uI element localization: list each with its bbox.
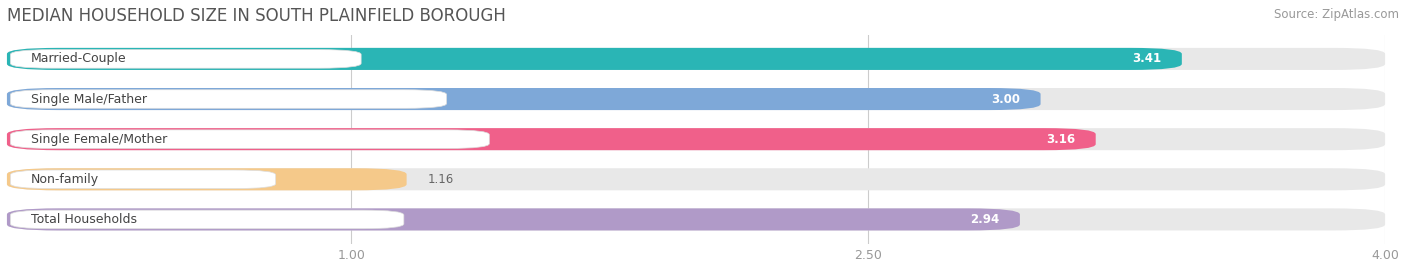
FancyBboxPatch shape xyxy=(7,88,1040,110)
FancyBboxPatch shape xyxy=(10,130,489,148)
FancyBboxPatch shape xyxy=(7,128,1095,150)
FancyBboxPatch shape xyxy=(10,210,404,229)
Text: 1.16: 1.16 xyxy=(427,173,454,186)
Text: Non-family: Non-family xyxy=(31,173,100,186)
Text: 3.16: 3.16 xyxy=(1046,133,1076,146)
Text: Single Male/Father: Single Male/Father xyxy=(31,93,148,105)
FancyBboxPatch shape xyxy=(7,48,1385,70)
FancyBboxPatch shape xyxy=(7,168,406,190)
FancyBboxPatch shape xyxy=(10,90,447,108)
FancyBboxPatch shape xyxy=(7,48,1182,70)
FancyBboxPatch shape xyxy=(7,168,1385,190)
Text: 3.00: 3.00 xyxy=(991,93,1019,105)
Text: MEDIAN HOUSEHOLD SIZE IN SOUTH PLAINFIELD BOROUGH: MEDIAN HOUSEHOLD SIZE IN SOUTH PLAINFIEL… xyxy=(7,7,506,25)
Text: Source: ZipAtlas.com: Source: ZipAtlas.com xyxy=(1274,8,1399,21)
Text: 3.41: 3.41 xyxy=(1132,52,1161,65)
Text: Married-Couple: Married-Couple xyxy=(31,52,127,65)
FancyBboxPatch shape xyxy=(7,88,1385,110)
FancyBboxPatch shape xyxy=(10,50,361,68)
Text: 2.94: 2.94 xyxy=(970,213,1000,226)
Text: Single Female/Mother: Single Female/Mother xyxy=(31,133,167,146)
FancyBboxPatch shape xyxy=(7,128,1385,150)
FancyBboxPatch shape xyxy=(7,208,1019,231)
Text: Total Households: Total Households xyxy=(31,213,136,226)
FancyBboxPatch shape xyxy=(10,170,276,189)
FancyBboxPatch shape xyxy=(7,208,1385,231)
